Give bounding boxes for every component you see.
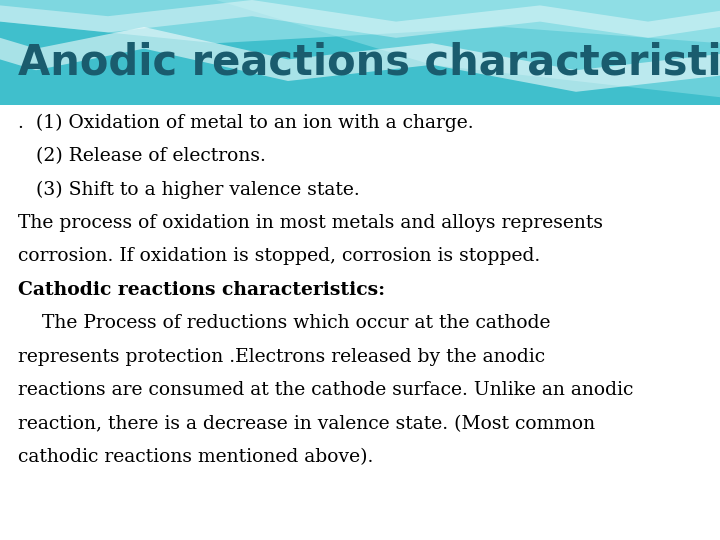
Text: Anodic reactions characteristics:: Anodic reactions characteristics: [18, 42, 720, 84]
Text: corrosion. If oxidation is stopped, corrosion is stopped.: corrosion. If oxidation is stopped, corr… [18, 247, 540, 265]
Polygon shape [216, 0, 720, 97]
Polygon shape [0, 0, 720, 38]
Text: Cathodic reactions characteristics:: Cathodic reactions characteristics: [18, 281, 385, 299]
Text: reactions are consumed at the cathode surface. Unlike an anodic: reactions are consumed at the cathode su… [18, 381, 634, 399]
Polygon shape [0, 27, 720, 92]
Polygon shape [0, 0, 720, 43]
Text: represents protection .Electrons released by the anodic: represents protection .Electrons release… [18, 348, 545, 366]
Text: .  (1) Oxidation of metal to an ion with a charge.: . (1) Oxidation of metal to an ion with … [18, 113, 474, 132]
Text: (3) Shift to a higher valence state.: (3) Shift to a higher valence state. [18, 180, 360, 199]
Polygon shape [0, 0, 720, 105]
Text: The process of oxidation in most metals and alloys represents: The process of oxidation in most metals … [18, 214, 603, 232]
Text: The Process of reductions which occur at the cathode: The Process of reductions which occur at… [18, 314, 551, 332]
Text: (2) Release of electrons.: (2) Release of electrons. [18, 147, 266, 165]
Text: reaction, there is a decrease in valence state. (Most common: reaction, there is a decrease in valence… [18, 415, 595, 433]
Text: cathodic reactions mentioned above).: cathodic reactions mentioned above). [18, 448, 374, 466]
